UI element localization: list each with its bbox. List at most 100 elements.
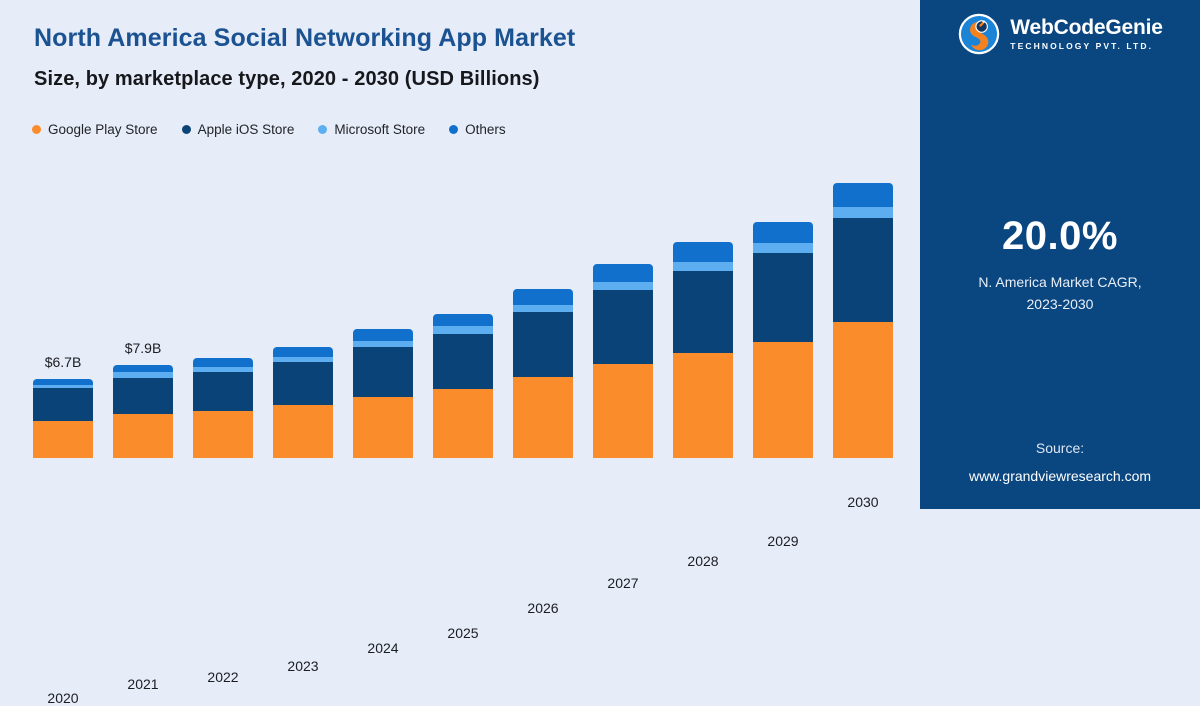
bar-segment-google-play-store — [833, 322, 893, 458]
legend-item[interactable]: Others — [449, 122, 506, 137]
brand-logo: WebCodeGenie TECHNOLOGY PVT. LTD. — [920, 12, 1200, 56]
bar-segment-microsoft-store — [433, 326, 493, 334]
legend-item-label: Microsoft Store — [334, 122, 426, 137]
stacked-bar[interactable] — [113, 364, 173, 458]
stacked-bar[interactable] — [513, 289, 573, 458]
bar-segment-google-play-store — [193, 410, 253, 458]
bar-group[interactable]: 2030 — [833, 183, 893, 510]
stacked-bar[interactable] — [193, 357, 253, 458]
stacked-bar[interactable] — [593, 264, 653, 458]
bar-group[interactable]: 2023 — [273, 347, 333, 674]
bar-segment-microsoft-store — [593, 282, 653, 291]
bar-segment-microsoft-store — [753, 243, 813, 253]
stacked-bar[interactable] — [673, 242, 733, 458]
bar-group[interactable]: 2027 — [593, 264, 653, 591]
bar-segment-apple-ios-store — [33, 388, 93, 422]
x-axis-label: 2026 — [527, 600, 559, 617]
bar-segment-google-play-store — [593, 364, 653, 458]
legend-dot-icon — [449, 125, 459, 134]
bar-segment-microsoft-store — [113, 372, 173, 378]
x-axis-label: 2020 — [47, 689, 79, 706]
x-axis-label: 2023 — [287, 658, 319, 675]
bar-segment-google-play-store — [353, 396, 413, 458]
bar-segment-google-play-store — [33, 421, 93, 458]
bar-segment-apple-ios-store — [273, 362, 333, 406]
bar-segment-microsoft-store — [673, 262, 733, 271]
bar-segment-google-play-store — [113, 413, 173, 458]
cagr-caption: N. America Market CAGR, 2023-2030 — [920, 272, 1200, 315]
bar-group[interactable]: 2029 — [753, 221, 813, 549]
x-axis-label: 2025 — [447, 625, 479, 642]
chart-subtitle: Size, by marketplace type, 2020 - 2030 (… — [34, 68, 540, 90]
stacked-bar[interactable] — [753, 221, 813, 458]
bar-segment-microsoft-store — [353, 340, 413, 348]
bar-group[interactable]: 2020 $6.7B — [33, 354, 93, 706]
cagr-caption-line-1: N. America Market CAGR, — [978, 274, 1142, 290]
bar-segment-apple-ios-store — [753, 252, 813, 343]
bar-group[interactable]: 2026 — [513, 289, 573, 616]
source-url: www.grandviewresearch.com — [968, 468, 1152, 484]
bar-series-container: 2020 $6.7B 2021 $7.9B 2022 2023 2024 2025 2026 20… — [33, 160, 903, 706]
bar-segment-microsoft-store — [273, 356, 333, 363]
legend-item[interactable]: Apple iOS Store — [181, 122, 294, 137]
legend-item-label: Google Play Store — [48, 122, 158, 137]
x-axis-label: 2029 — [767, 532, 799, 549]
bar-segment-others — [273, 347, 333, 357]
x-axis-label: 2030 — [847, 494, 879, 511]
legend-dot-icon — [181, 125, 191, 134]
x-axis-label: 2024 — [367, 640, 399, 657]
plot-area: 2020 $6.7B 2021 $7.9B 2022 2023 2024 2025 2026 20… — [0, 160, 916, 706]
legend-item[interactable]: Microsoft Store — [318, 122, 425, 137]
bar-segment-microsoft-store — [833, 206, 893, 218]
bar-segment-google-play-store — [673, 352, 733, 458]
x-axis-label: 2027 — [607, 575, 639, 592]
bar-segment-microsoft-store — [193, 366, 253, 372]
chart-legend: Google Play Store Apple iOS Store Microsof… — [32, 122, 530, 137]
bar-segment-apple-ios-store — [433, 333, 493, 389]
stacked-bar[interactable] — [273, 347, 333, 458]
x-axis-label: 2022 — [207, 668, 239, 685]
bar-segment-microsoft-store — [33, 385, 93, 389]
stacked-bar[interactable] — [833, 183, 893, 458]
bar-segment-others — [833, 183, 893, 207]
bar-value-label: $6.7B — [44, 353, 82, 370]
bar-segment-apple-ios-store — [673, 270, 733, 353]
page-title: North America Social Networking App Mark… — [34, 24, 576, 52]
bar-segment-google-play-store — [433, 388, 493, 458]
bar-segment-apple-ios-store — [513, 312, 573, 377]
bar-group[interactable]: 2021 $7.9B — [113, 340, 173, 692]
bar-segment-apple-ios-store — [593, 290, 653, 365]
bar-segment-google-play-store — [513, 376, 573, 458]
bar-segment-google-play-store — [273, 405, 333, 458]
bar-segment-others — [673, 242, 733, 263]
brand-side-panel: WebCodeGenie TECHNOLOGY PVT. LTD. 20.0% … — [920, 0, 1200, 509]
x-axis-label: 2028 — [687, 553, 719, 570]
webcodegenie-globe-logo-icon — [959, 13, 1000, 55]
bar-group[interactable]: 2025 — [433, 314, 493, 641]
bar-segment-others — [513, 289, 573, 305]
bar-group[interactable]: 2024 — [353, 329, 413, 656]
bar-group[interactable]: 2022 — [193, 357, 253, 685]
bar-segment-apple-ios-store — [113, 377, 173, 414]
legend-dot-icon — [318, 125, 328, 134]
x-axis-label: 2021 — [127, 675, 159, 692]
cagr-value: 20.0% — [1002, 214, 1118, 258]
bar-segment-others — [33, 378, 93, 386]
brand-logo-text: WebCodeGenie TECHNOLOGY PVT. LTD. — [1010, 16, 1163, 51]
stacked-bar[interactable] — [353, 329, 413, 458]
bar-segment-others — [113, 364, 173, 373]
stacked-bar[interactable] — [433, 314, 493, 458]
bar-segment-apple-ios-store — [833, 217, 893, 323]
stacked-bar[interactable] — [33, 378, 93, 458]
brand-name: WebCodeGenie — [1010, 16, 1163, 40]
source-label: Source: — [1035, 440, 1085, 456]
bar-segment-apple-ios-store — [193, 371, 253, 411]
bar-group[interactable]: 2028 — [673, 242, 733, 569]
legend-dot-icon — [32, 125, 41, 134]
legend-item[interactable]: Google Play Store — [32, 122, 158, 137]
bar-segment-google-play-store — [753, 342, 813, 458]
bar-segment-microsoft-store — [513, 304, 573, 313]
bar-segment-apple-ios-store — [353, 347, 413, 397]
bar-segment-others — [433, 314, 493, 327]
